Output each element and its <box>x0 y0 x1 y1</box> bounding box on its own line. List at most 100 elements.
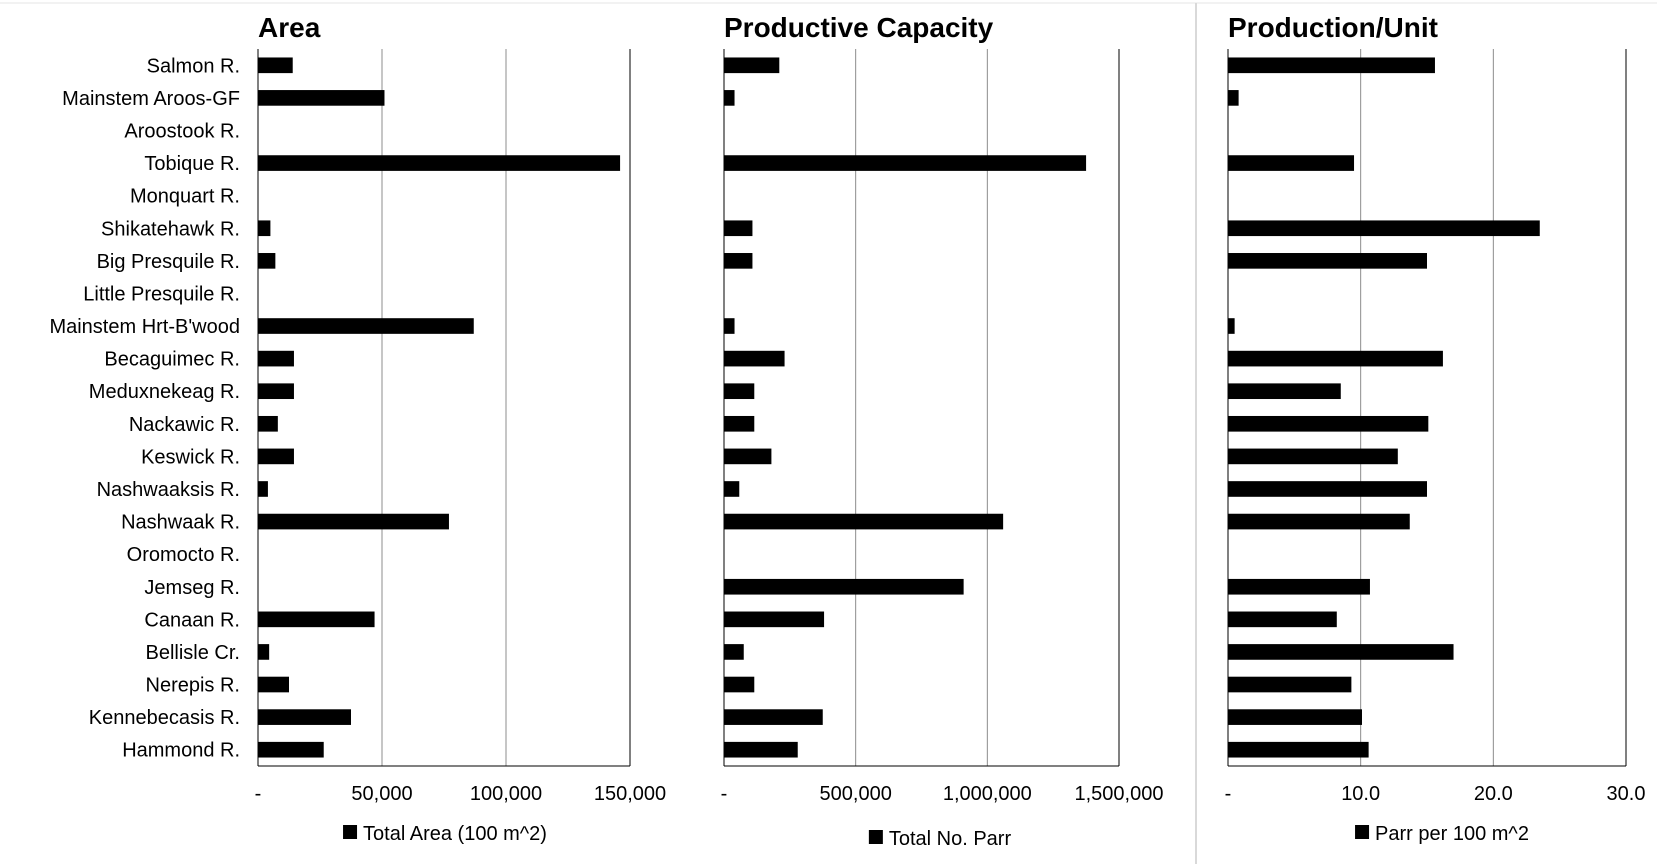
panel-2: Productive Capacity - 500,000 1,000,000 1,50… <box>721 12 1164 850</box>
bar <box>258 220 271 237</box>
panel-title: Productive Capacity <box>724 12 994 43</box>
category-label: Nashwaak R. <box>121 512 240 534</box>
bar <box>724 709 823 725</box>
category-label: Mainstem Hrt-B'wood <box>49 316 240 338</box>
category-label: Nashwaaksis R. <box>97 479 240 501</box>
category-label: Aroostook R. <box>124 120 240 142</box>
category-label: Big Presquile R. <box>97 251 240 273</box>
bar <box>724 644 744 660</box>
bar <box>258 611 375 628</box>
bar <box>1228 611 1337 628</box>
bar <box>258 709 351 725</box>
category-label: Bellisle Cr. <box>146 642 240 664</box>
bar <box>724 415 755 432</box>
legend-label: Total Area (100 m^2) <box>363 823 547 845</box>
x-tick-label: 1,500,000 <box>1075 783 1164 805</box>
bar <box>258 57 293 74</box>
bar <box>724 220 753 237</box>
bar <box>724 611 825 628</box>
x-tick-label: 500,000 <box>820 783 892 805</box>
category-label: Jemseg R. <box>144 577 240 599</box>
bar <box>724 350 785 367</box>
category-label: Canaan R. <box>144 609 240 631</box>
bar <box>1228 155 1355 171</box>
bar <box>1228 318 1235 334</box>
bar <box>1228 709 1362 725</box>
legend-swatch <box>868 830 883 844</box>
bar <box>1228 383 1341 400</box>
category-label: Salmon R. <box>147 55 240 77</box>
bar <box>258 513 449 530</box>
bar <box>1228 481 1427 497</box>
bar <box>1228 513 1410 530</box>
bar <box>258 644 270 660</box>
bar <box>258 318 474 334</box>
legend: Total No. Parr <box>868 828 1012 850</box>
legend-swatch <box>343 825 358 839</box>
panel-1: Area Salmon R. Mainstem Aroos-GF Aroostook … <box>49 12 666 845</box>
bar <box>724 578 964 595</box>
bar <box>1228 90 1239 106</box>
legend: Total Area (100 m^2) <box>343 823 547 845</box>
bar <box>258 350 294 367</box>
bar <box>258 253 276 269</box>
bar <box>258 383 294 400</box>
x-tick-label: - <box>721 783 728 805</box>
bar <box>258 415 278 432</box>
bar <box>724 155 1087 171</box>
bar <box>1228 448 1398 465</box>
x-tick-label: 30.0 <box>1607 783 1646 805</box>
legend-label: Total No. Parr <box>889 828 1012 850</box>
x-tick-label: - <box>1225 783 1232 805</box>
legend-swatch <box>1355 825 1370 839</box>
category-label: Becaguimec R. <box>104 349 240 371</box>
x-tick-label: 10.0 <box>1341 783 1380 805</box>
x-tick-label: 1,000,000 <box>943 783 1032 805</box>
bar <box>724 448 772 465</box>
legend-label: Parr per 100 m^2 <box>1375 823 1529 845</box>
x-tick-label: 50,000 <box>351 783 412 805</box>
bar <box>724 513 1004 530</box>
category-label: Keswick R. <box>141 446 240 468</box>
bar <box>1228 676 1352 693</box>
bar <box>1228 644 1454 660</box>
bar <box>258 481 268 497</box>
bar <box>1228 57 1435 74</box>
bar <box>1228 741 1369 758</box>
category-label: Nerepis R. <box>146 675 240 697</box>
bar <box>258 448 294 465</box>
bar <box>258 741 324 758</box>
category-label: Tobique R. <box>144 153 240 175</box>
category-label: Monquart R. <box>130 186 240 208</box>
bar <box>724 676 755 693</box>
bar <box>1228 350 1443 367</box>
category-label: Nackawic R. <box>129 414 240 436</box>
panel-title: Area <box>258 12 321 43</box>
category-label: Oromocto R. <box>127 544 240 566</box>
x-tick-label: 100,000 <box>470 783 542 805</box>
bar <box>258 155 621 171</box>
bar <box>1228 220 1540 237</box>
bar <box>724 253 753 269</box>
x-tick-label: 150,000 <box>594 783 666 805</box>
x-tick-label: - <box>255 783 262 805</box>
bar <box>724 57 780 74</box>
bar <box>258 676 289 693</box>
bar <box>258 90 385 106</box>
panel-3: Production/Unit - 10.0 20.0 30.0 Parr per 100… <box>1225 12 1646 845</box>
category-label: Meduxnekeag R. <box>89 381 240 403</box>
bar <box>724 318 735 334</box>
bar <box>1228 415 1429 432</box>
category-label: Mainstem Aroos-GF <box>62 88 240 110</box>
legend: Parr per 100 m^2 <box>1355 823 1529 845</box>
bar <box>724 383 755 400</box>
bar <box>1228 253 1427 269</box>
category-label: Little Presquile R. <box>83 283 240 305</box>
x-tick-label: 20.0 <box>1474 783 1513 805</box>
category-label: Kennebecasis R. <box>89 707 240 729</box>
category-label: Hammond R. <box>122 740 240 762</box>
bar <box>724 741 798 758</box>
